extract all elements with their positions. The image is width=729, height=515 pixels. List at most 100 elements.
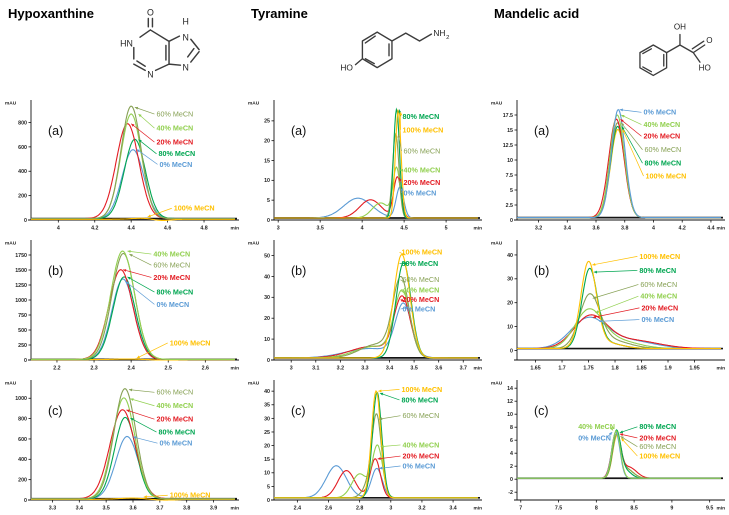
y-tick-label: 15: [507, 128, 513, 134]
y-tick-label: 10: [507, 158, 513, 164]
y-tick-label: 20: [264, 139, 270, 145]
legend-arrowhead: [138, 113, 142, 118]
atom-label-n9: N: [182, 62, 188, 72]
x-axis-unit: min: [230, 506, 239, 512]
legend-label: 100% MeCN: [639, 252, 680, 261]
hypoxanthine-structure-drawing: O HN N H N N: [120, 7, 200, 80]
y-axis-unit: mAU: [491, 241, 503, 247]
y-tick-label: 1000: [15, 298, 27, 304]
chromatogram-mandelic-a: 0 2.5 5 7.5 10 12.5 15 17.5 3.2 3.4 3.6 3.8 4 4.2 4.4 m…: [486, 95, 729, 235]
panel-label: (c): [48, 404, 63, 418]
x-tick-label: 3.5: [316, 226, 323, 232]
legend-arrowhead: [134, 106, 139, 110]
x-tick-label: 9.5: [706, 506, 713, 512]
chromatogram-plot: 0 10 20 30 40 50 3 3.1 3.2 3.3 3.4 3.5 3.6 3.7 mAU min 1…: [248, 240, 482, 372]
y-tick-label: 15: [264, 457, 270, 463]
y-tick-label: 15: [264, 158, 270, 164]
legend-arrowhead: [619, 430, 624, 434]
legend-label: 0% MeCN: [156, 300, 189, 309]
mandelic-acid-structure: OH O HO: [619, 6, 719, 89]
legend-leader-line: [622, 129, 644, 177]
chromatogram-tyramine-c: 0 5 10 15 20 25 30 35 40 2.4 2.6 2.8 3 3.2 3.4 mAU min 10…: [243, 375, 486, 515]
legend-label: 40% MeCN: [404, 166, 441, 175]
y-tick-label: 0: [24, 218, 27, 224]
legend-label: 60% MeCN: [645, 145, 682, 154]
legend-leader-line: [592, 307, 640, 318]
atom-label-ho: HO: [699, 64, 711, 73]
legend-arrowhead: [122, 269, 127, 272]
legend-arrowhead: [402, 252, 406, 256]
y-tick-label: 10: [264, 178, 270, 184]
legend-label: 0% MeCN: [160, 160, 193, 169]
legend-label: 60% MeCN: [156, 388, 193, 397]
legend-leader-line: [127, 276, 155, 293]
legend-arrowhead: [133, 436, 137, 440]
trace-100-mecn: [517, 260, 721, 350]
atom-label-nh: NH: [433, 28, 445, 38]
y-tick-label: 25: [264, 119, 270, 125]
y-tick-label: 30: [264, 295, 270, 301]
x-tick-label: 4: [57, 226, 60, 232]
legend-arrowhead: [400, 187, 404, 191]
trace-60-mecn: [274, 413, 478, 499]
legend-arrowhead: [621, 122, 625, 127]
legend-label: 0% MeCN: [403, 304, 436, 313]
x-axis-unit: min: [716, 226, 725, 232]
y-tick-label: 500: [18, 328, 27, 334]
atom-label-o: O: [147, 7, 154, 17]
y-tick-label: 10: [264, 337, 270, 343]
legend-arrowhead: [136, 355, 141, 359]
legend-leader-line: [136, 342, 168, 359]
legend-arrowhead: [398, 109, 402, 113]
y-tick-label: 1000: [15, 396, 27, 402]
legend-arrowhead: [621, 115, 625, 118]
y-tick-label: 20: [507, 301, 513, 307]
trace-40-mecn: [517, 308, 721, 350]
legend-label: 0% MeCN: [641, 315, 674, 324]
x-tick-label: 3.1: [312, 366, 319, 372]
y-tick-label: 0: [267, 498, 270, 504]
x-tick-label: 2.6: [202, 366, 209, 372]
legend-arrowhead: [592, 315, 597, 319]
legend-leader-line: [619, 426, 638, 434]
y-tick-label: 0: [510, 218, 513, 224]
x-tick-label: 3.8: [621, 226, 628, 232]
legend-label: 40% MeCN: [156, 123, 193, 132]
legend-label: 100% MeCN: [170, 491, 211, 500]
y-tick-label: 0: [24, 358, 27, 364]
y-tick-label: 800: [18, 417, 27, 423]
trace-20-mecn: [274, 458, 478, 499]
legend-label: 100% MeCN: [402, 248, 443, 257]
x-tick-label: 3: [277, 226, 280, 232]
legend-leader-line: [138, 113, 155, 129]
y-tick-label: 6: [510, 438, 513, 444]
mandelic-acid-structure-drawing: OH O HO: [639, 23, 713, 77]
x-tick-label: 7: [519, 506, 522, 512]
trace-60-mecn: [31, 105, 235, 220]
x-tick-label: 3.3: [49, 506, 56, 512]
trace-40-mecn: [31, 250, 235, 360]
legend-label: 20% MeCN: [643, 132, 680, 141]
x-tick-label: 3.2: [535, 226, 542, 232]
trace-80-mecn: [517, 429, 721, 479]
legend-label: 0% MeCN: [643, 108, 676, 117]
legend-arrowhead: [621, 438, 625, 442]
legend-arrowhead: [399, 112, 403, 116]
legend-leader-line: [621, 126, 643, 164]
legend-label: 100% MeCN: [170, 338, 211, 347]
legend-arrowhead: [378, 389, 382, 393]
x-tick-label: 1.7: [558, 366, 565, 372]
trace-0-mecn: [31, 435, 235, 500]
column-tyramine: Tyramine HO NH 2 0 5 10 15 20 25 3 3.5 4 4.5 5 mAU m…: [243, 0, 486, 515]
legend-label: 80% MeCN: [639, 266, 676, 275]
trace-40-mecn: [274, 444, 478, 499]
trace-40-mecn: [274, 166, 478, 219]
panel-label: (c): [534, 404, 549, 418]
y-tick-label: 35: [264, 403, 270, 409]
legend-arrowhead: [400, 298, 405, 302]
legend-label: 20% MeCN: [403, 295, 440, 304]
tyramine-structure: HO NH 2: [323, 8, 456, 79]
legend-arrowhead: [620, 119, 624, 123]
x-tick-label: 2.5: [165, 366, 172, 372]
y-tick-label: 0: [24, 498, 27, 504]
